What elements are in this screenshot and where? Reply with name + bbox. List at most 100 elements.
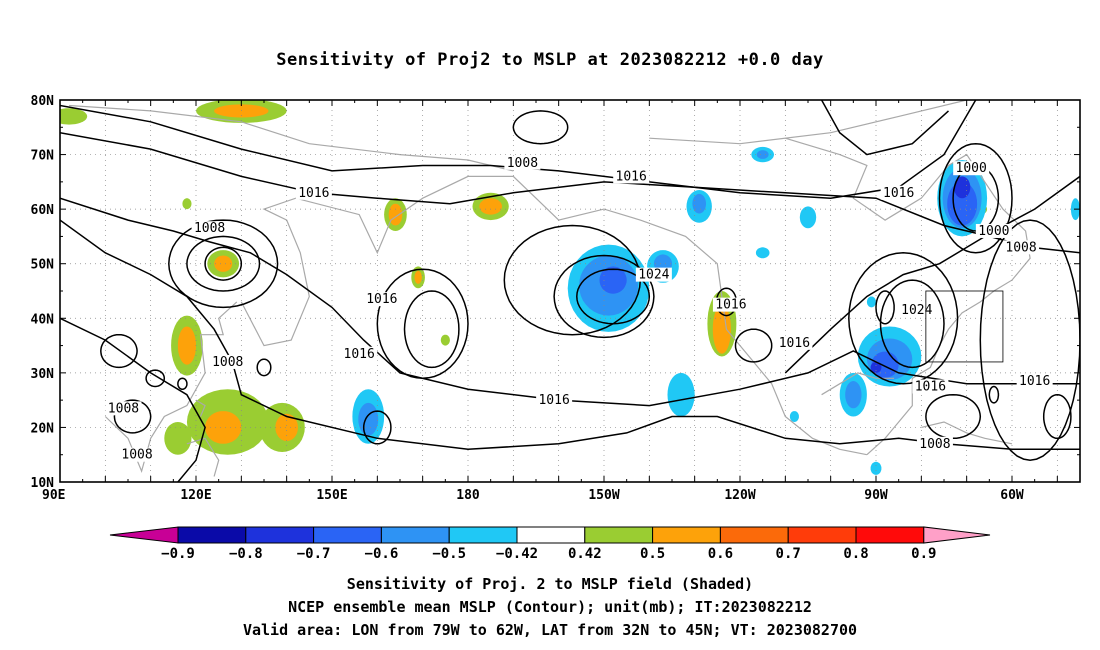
shade-patch-32 <box>692 193 706 214</box>
colorbar-high-triangle <box>923 526 991 544</box>
colorbar-label-3: −0.6 <box>365 546 399 562</box>
isobar-closed-17 <box>100 333 138 369</box>
isobar-label-16: 1016 <box>538 393 569 408</box>
colorbar: −0.9 −0.8 −0.7 −0.6 −0.5 −0.42 0.42 0.5 0.6 0.7 0.… <box>109 526 991 562</box>
isobar-label-8: 1024 <box>638 268 669 283</box>
colorbar-label-8: 0.6 <box>708 546 733 562</box>
shade-patch-46 <box>845 381 862 409</box>
shade-patch-35 <box>799 206 817 229</box>
colorbar-low-triangle <box>109 526 179 544</box>
shade-patch-6 <box>388 203 403 226</box>
colorbar-label-6: 0.42 <box>568 546 602 562</box>
lon-label-120E: 120E <box>180 488 211 503</box>
mslp-contour-labels: 1008101610081016101610001000100810241016… <box>105 155 1053 463</box>
shade-patch-39 <box>947 181 978 226</box>
isobar-closed-9 <box>848 252 959 385</box>
colorbar-label-9: 0.7 <box>776 546 801 562</box>
shade-patch-47 <box>667 372 695 417</box>
shade-patch-34 <box>756 150 769 159</box>
lat-label-10N: 10N <box>31 476 55 491</box>
isobar-label-bg <box>105 401 142 416</box>
isobar-label-9: 1016 <box>366 292 397 307</box>
isobar-closed-18 <box>145 369 166 388</box>
valid-area-box <box>925 290 1004 363</box>
latitude-labels: 80N 70N 60N 50N 40N 30N 20N 10N <box>31 94 55 491</box>
isobar-label-7: 1008 <box>1005 240 1036 255</box>
lat-label-50N: 50N <box>31 258 55 273</box>
isobar-label-bg <box>295 185 332 200</box>
isobar-label-12: 1008 <box>212 355 243 370</box>
isobar-label-14: 1024 <box>901 303 932 318</box>
colorbar-segment-3 <box>380 526 450 544</box>
isobar-closed-19 <box>177 377 188 390</box>
isobar-label-10: 1016 <box>715 298 746 313</box>
isobar-closed-21 <box>925 393 982 440</box>
graticule <box>60 100 1080 482</box>
isobar-label-bg <box>975 223 1012 238</box>
isobar-label-bg <box>916 436 953 451</box>
colorbar-label-7: 0.5 <box>640 546 665 562</box>
shade-patch-50 <box>866 296 876 308</box>
shade-patch-30 <box>358 402 379 436</box>
colorbar-segment-10 <box>855 526 925 544</box>
isobar-closed-1 <box>553 254 655 339</box>
lat-label-70N: 70N <box>31 149 55 164</box>
isobar-label-2: 1008 <box>194 221 225 236</box>
colorbar-segment-7 <box>652 526 721 544</box>
isobar-label-11: 1016 <box>344 347 375 362</box>
shade-patch-44 <box>870 361 882 373</box>
colorbar-label-10: 0.8 <box>843 546 868 562</box>
mslp-contours <box>60 100 1080 482</box>
isobar-closed-5 <box>512 110 569 145</box>
isobar-closed-11 <box>938 142 1013 254</box>
shade-patch-17 <box>164 422 192 455</box>
isobar-label-bg <box>209 354 246 369</box>
caption-line-2: NCEP ensemble mean MSLP (Contour); unit(… <box>288 598 812 616</box>
isobar-label-bg <box>613 169 650 184</box>
isobar-label-4: 1016 <box>883 186 914 201</box>
colorbar-segment-5 <box>516 526 586 544</box>
isobar-label-15: 1016 <box>1019 374 1050 389</box>
isobar-closed-24 <box>256 358 272 377</box>
isobar-closed-0 <box>503 224 642 336</box>
isobar-label-bg <box>712 297 749 312</box>
colorbar-label-1: −0.8 <box>229 546 263 562</box>
colorbar-segment-8 <box>719 526 789 544</box>
isobar-closed-20 <box>113 399 152 434</box>
lat-label-20N: 20N <box>31 421 55 436</box>
colorbar-label-4: −0.5 <box>432 546 466 562</box>
isobar-label-bg <box>191 221 228 236</box>
isobar-label-bg <box>1003 240 1040 255</box>
lat-label-30N: 30N <box>31 367 55 382</box>
colorbar-segment-2 <box>313 526 382 544</box>
lon-label-180: 180 <box>456 488 480 503</box>
shade-patch-19 <box>712 304 731 354</box>
isobar-label-17: 1016 <box>915 380 946 395</box>
colorbar-label-11: 0.9 <box>911 546 936 562</box>
isobar-label-bg <box>880 185 917 200</box>
caption-line-3: Valid area: LON from 79W to 62W, LAT fro… <box>242 621 858 639</box>
colorbar-label-2: −0.7 <box>297 546 331 562</box>
isobar-label-bg <box>776 335 813 350</box>
shade-patch-21 <box>182 198 192 210</box>
shade-patch-4 <box>214 255 233 272</box>
isobar-label-bg <box>635 267 672 282</box>
lon-label-120W: 120W <box>724 488 755 503</box>
lon-label-90W: 90W <box>864 488 888 503</box>
colorbar-segment-0 <box>177 526 247 544</box>
isobar-closed-22 <box>875 290 895 325</box>
isobar-label-20: 1008 <box>919 437 950 452</box>
isobar-label-0: 1008 <box>507 156 538 171</box>
isobar-line-6 <box>820 100 950 156</box>
isobar-label-bg <box>1016 374 1053 389</box>
isobar-line-1 <box>60 131 1080 254</box>
isobar-closed-4 <box>403 290 460 369</box>
isobar-label-bg <box>363 292 400 307</box>
isobar-line-2 <box>60 197 1080 407</box>
shade-patch-48 <box>870 461 882 475</box>
caption-line-1: Sensitivity of Proj. 2 to MSLP field (Sh… <box>346 575 754 593</box>
isobar-closed-8 <box>204 246 243 281</box>
isobar-label-18: 1008 <box>108 401 139 416</box>
shade-patch-36 <box>755 247 770 259</box>
shade-patch-40 <box>954 176 971 199</box>
